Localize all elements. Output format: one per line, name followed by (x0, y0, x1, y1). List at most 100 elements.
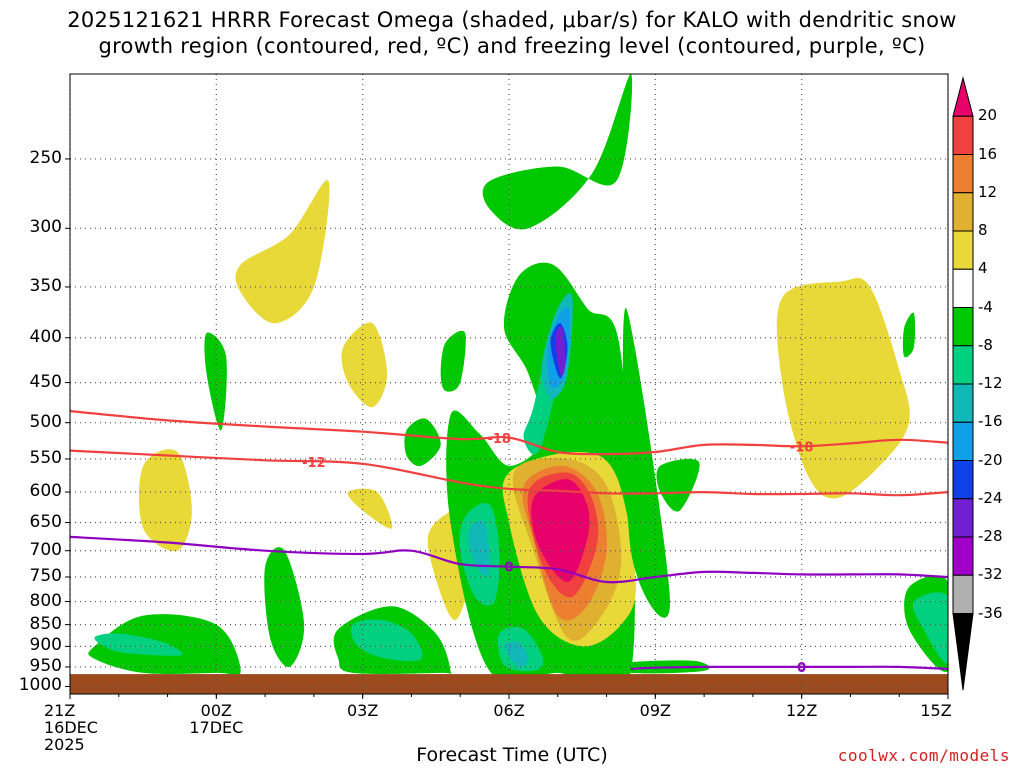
x-tick-label-line: 16DEC (44, 718, 98, 737)
freezing-level-contour-label: 0 (504, 561, 513, 576)
dgz-bottom-contour (70, 449, 948, 497)
colorbar-bin-3 (952, 192, 974, 232)
x-tick-label-line: 03Z (346, 701, 379, 720)
x-tick-label: 06Z (469, 702, 549, 719)
y-tick-label: 650 (29, 511, 62, 532)
colorbar-top-arrow (952, 76, 974, 117)
omega-region-downward-upper (482, 74, 633, 230)
plot-frame (69, 73, 949, 695)
omega-region-downward-column (264, 547, 305, 668)
omega-region-downward-12-col (468, 520, 490, 578)
source-credit: coolwx.com/models (837, 746, 1010, 765)
y-tick-label: 800 (29, 590, 62, 611)
x-tick-label-line: 12Z (785, 701, 818, 720)
y-tick-label: 900 (29, 635, 62, 656)
colorbar-bin-6 (952, 307, 974, 347)
chart-title-line-2: growth region (contoured, red, ºC) and f… (98, 34, 926, 58)
omega-region-upward-weak-1 (235, 180, 330, 324)
colorbar-bin-11 (952, 498, 974, 538)
dgz-top-contour (70, 410, 948, 456)
x-tick-label-line: 2025 (44, 735, 85, 754)
x-tick-label-line: 09Z (639, 701, 671, 720)
y-tick-label: 600 (29, 481, 62, 502)
freezing-level-low-contour-label: 0 (797, 661, 806, 676)
y-tick-label: 850 (29, 613, 62, 634)
colorbar-tick-label: -16 (978, 412, 1003, 431)
colorbar-tick-label: 8 (978, 221, 988, 239)
colorbar-tick-label: 12 (978, 182, 998, 201)
x-axis-label: Forecast Time (UTC) (416, 744, 608, 766)
x-tick-label-line: 06Z (493, 701, 525, 720)
omega-region-downward-8-mid (351, 619, 423, 662)
x-tick-label: 09Z (615, 702, 695, 719)
x-tick-label: 00Z 17DEC (176, 702, 256, 736)
y-tick-label: 300 (29, 217, 62, 238)
colorbar-bin-1 (952, 115, 974, 155)
x-tick-label-line: 15Z (920, 701, 952, 720)
freezing-level-low-contour (630, 665, 948, 670)
colorbar (952, 76, 974, 691)
x-tick-label: 03Z (323, 702, 403, 719)
colorbar-tick-label: -20 (978, 450, 1003, 469)
temperature-contours: -18 -18 -12 0 0 (70, 410, 948, 676)
colorbar-bin-8 (952, 383, 974, 423)
y-tick-label: 950 (29, 655, 62, 676)
y-tick-label: 450 (29, 371, 62, 392)
colorbar-tick-label: -12 (978, 374, 1003, 392)
y-tick-label: 500 (29, 411, 62, 432)
x-tick-label-line: 00Z (200, 701, 232, 720)
omega-region-downward-weak-2 (440, 330, 466, 392)
freezing-level-contour (70, 535, 948, 584)
omega-region-upward-main-20 (531, 479, 590, 583)
y-tick-label: 400 (29, 326, 62, 347)
colorbar-tick-label: -32 (978, 565, 1003, 584)
colorbar-bin-7 (952, 345, 974, 385)
omega-region-downward-main-24 (555, 326, 566, 376)
y-tick-label: 1000 (18, 675, 62, 696)
x-tick-label: 21Z 16DEC 2025 (44, 702, 124, 753)
y-tick-label: 350 (29, 275, 62, 296)
y-tick-label: 700 (29, 539, 62, 560)
colorbar-bin-4 (952, 230, 974, 270)
omega-region-downward-weak-1 (204, 332, 227, 431)
omega-region-upward-left (138, 449, 192, 552)
colorbar-tick-label: -8 (978, 335, 993, 354)
colorbar-bin-5 (952, 268, 974, 308)
colorbar-tick-label: -36 (978, 603, 1003, 622)
colorbar-bin-13 (952, 574, 974, 614)
y-tick-label: 550 (29, 447, 62, 468)
colorbar-bottom-arrow (952, 613, 974, 691)
y-tick-label: 750 (29, 565, 62, 586)
dgz-top-contour-label: -18 (487, 432, 511, 447)
omega-region-downward-sliver (622, 307, 671, 618)
omega-shaded-regions (88, 74, 948, 694)
colorbar-tick-label: 4 (978, 259, 988, 278)
omega-region-downward-right-small (902, 312, 916, 358)
y-tick-label: 250 (29, 147, 62, 168)
colorbar-tick-label: 16 (978, 144, 998, 163)
colorbar-tick-label: -24 (978, 488, 1003, 507)
colorbar-tick-label: -4 (978, 297, 993, 316)
colorbar-bin-9 (952, 421, 974, 461)
x-tick-label-line: 17DEC (189, 718, 244, 737)
x-tick-label: 15Z (896, 702, 976, 719)
omega-region-upward-small (347, 488, 393, 529)
omega-region-downward-mid (656, 458, 700, 512)
omega-region-upward-right (776, 278, 910, 499)
x-tick-label: 12Z (762, 702, 842, 719)
dgz-top-contour-label: -18 (790, 440, 814, 455)
omega-region-upward-weak-2 (341, 322, 388, 408)
colorbar-bin-10 (952, 460, 974, 500)
omega-region-downward-weak-3 (404, 418, 441, 467)
colorbar-bin-2 (952, 154, 974, 194)
omega-region-downward-8-right (912, 592, 948, 664)
omega-region-downward-12-sfc (504, 641, 529, 668)
chart-title-line-1: 2025121621 HRRR Forecast Omega (shaded, … (67, 8, 957, 32)
dgz-bottom-contour-label: -12 (302, 456, 326, 471)
colorbar-tick-label: 20 (978, 106, 998, 125)
colorbar-bin-12 (952, 536, 974, 576)
colorbar-tick-label: -28 (978, 527, 1003, 545)
omega-region-downward-8-left (94, 633, 183, 656)
x-tick-label-line: 21Z (44, 701, 76, 720)
